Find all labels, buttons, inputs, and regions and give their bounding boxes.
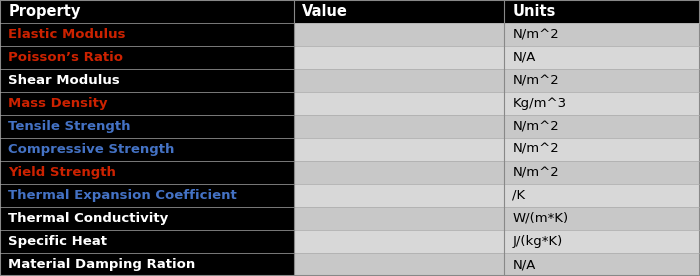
- Bar: [504, 115, 700, 138]
- Bar: [294, 230, 504, 253]
- Text: Yield Strength: Yield Strength: [8, 166, 116, 179]
- Text: Value: Value: [302, 4, 349, 19]
- Text: N/m^2: N/m^2: [512, 28, 559, 41]
- Text: Shear Modulus: Shear Modulus: [8, 74, 120, 87]
- Text: N/m^2: N/m^2: [512, 74, 559, 87]
- Bar: [504, 69, 700, 92]
- Text: Poisson’s Ratio: Poisson’s Ratio: [8, 51, 123, 64]
- Bar: [0, 92, 294, 115]
- Text: N/A: N/A: [512, 258, 536, 271]
- Bar: [0, 253, 294, 276]
- Bar: [0, 23, 294, 46]
- Bar: [294, 115, 504, 138]
- Text: N/m^2: N/m^2: [512, 143, 559, 156]
- Text: Mass Density: Mass Density: [8, 97, 108, 110]
- Text: Specific Heat: Specific Heat: [8, 235, 107, 248]
- Text: Property: Property: [8, 4, 81, 19]
- Bar: [294, 138, 504, 161]
- Bar: [0, 115, 294, 138]
- Bar: [0, 138, 294, 161]
- Bar: [0, 207, 294, 230]
- Text: Elastic Modulus: Elastic Modulus: [8, 28, 126, 41]
- Bar: [504, 184, 700, 207]
- Bar: [504, 161, 700, 184]
- Bar: [294, 92, 504, 115]
- Text: Compressive Strength: Compressive Strength: [8, 143, 175, 156]
- Text: Units: Units: [512, 4, 556, 19]
- Bar: [504, 230, 700, 253]
- Bar: [0, 69, 294, 92]
- Text: Material Damping Ration: Material Damping Ration: [8, 258, 196, 271]
- Bar: [294, 253, 504, 276]
- Bar: [0, 0, 700, 23]
- Bar: [294, 207, 504, 230]
- Text: Thermal Conductivity: Thermal Conductivity: [8, 212, 169, 225]
- Bar: [294, 161, 504, 184]
- Text: N/m^2: N/m^2: [512, 166, 559, 179]
- Bar: [504, 23, 700, 46]
- Text: Kg/m^3: Kg/m^3: [512, 97, 566, 110]
- Bar: [294, 184, 504, 207]
- Text: Tensile Strength: Tensile Strength: [8, 120, 131, 133]
- Text: N/A: N/A: [512, 51, 536, 64]
- Bar: [294, 69, 504, 92]
- Bar: [504, 46, 700, 69]
- Bar: [504, 138, 700, 161]
- Bar: [294, 23, 504, 46]
- Text: N/m^2: N/m^2: [512, 120, 559, 133]
- Bar: [0, 161, 294, 184]
- Text: W/(m*K): W/(m*K): [512, 212, 568, 225]
- Text: /K: /K: [512, 189, 526, 202]
- Text: J/(kg*K): J/(kg*K): [512, 235, 563, 248]
- Text: Thermal Expansion Coefficient: Thermal Expansion Coefficient: [8, 189, 237, 202]
- Bar: [0, 46, 294, 69]
- Bar: [504, 207, 700, 230]
- Bar: [0, 230, 294, 253]
- Bar: [504, 92, 700, 115]
- Bar: [504, 253, 700, 276]
- Bar: [294, 46, 504, 69]
- Bar: [0, 184, 294, 207]
